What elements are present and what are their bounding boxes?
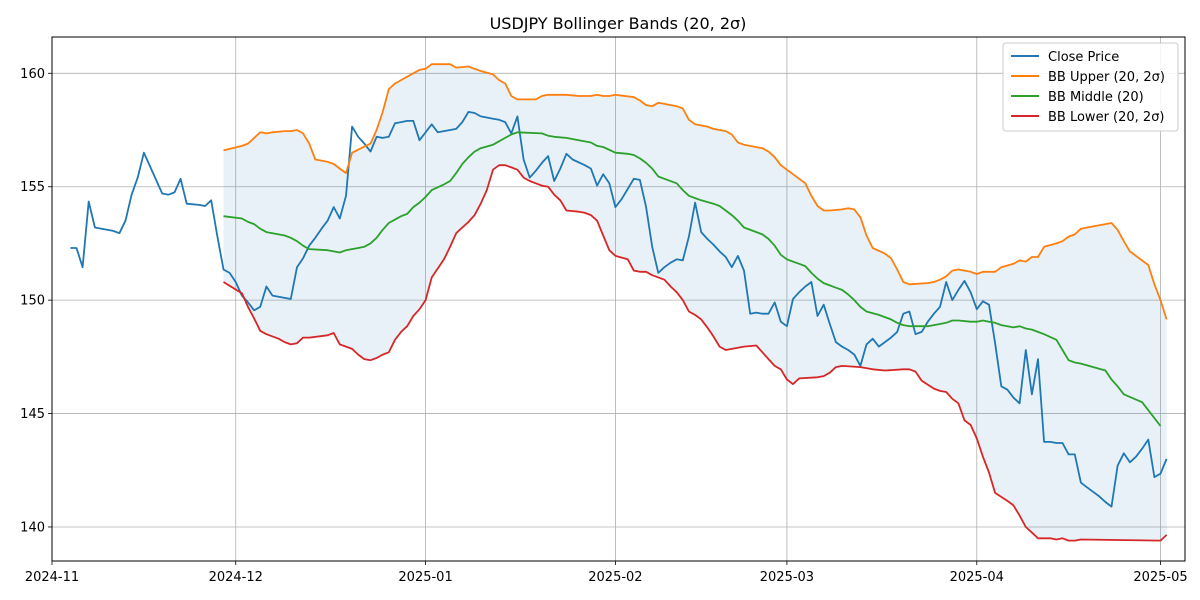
y-tick-label: 150 (20, 294, 45, 309)
bollinger-band-fill (223, 64, 1167, 541)
y-tick-label: 140 (20, 520, 45, 535)
legend-label: Close Price (1048, 50, 1119, 65)
series-line-bb-middle-20 (223, 131, 1162, 427)
plot-frame (51, 36, 1186, 562)
legend[interactable]: Close Price BB Upper (20, 2σ) BB Middle (2… (1002, 42, 1179, 132)
axis-ticks: 2024-11 2024-12 2025-01 2025-02 2025-03 2025-… (20, 67, 1187, 585)
legend-label: BB Middle (20) (1048, 90, 1144, 105)
series-line-bb-upper-20-2 (223, 63, 1168, 320)
x-tick-label: 2025-02 (588, 570, 642, 585)
x-tick-label: 2025-03 (760, 570, 814, 585)
x-tick-label: 2024-11 (25, 570, 79, 585)
y-tick-label: 145 (20, 407, 45, 422)
legend-label: BB Upper (20, 2σ) (1048, 70, 1165, 85)
series-lines (70, 63, 1168, 542)
y-tick-label: 155 (20, 180, 45, 195)
x-tick-label: 2025-01 (398, 570, 452, 585)
x-tick-label: 2024-12 (209, 570, 263, 585)
x-tick-label: 2025-04 (950, 570, 1004, 585)
y-tick-label: 160 (20, 67, 45, 82)
chart-title: USDJPY Bollinger Bands (20, 2σ) (490, 14, 747, 33)
legend-box (1002, 42, 1179, 132)
series-line-close-price (70, 111, 1168, 508)
x-tick-label: 2025-05 (1133, 570, 1187, 585)
legend-label: BB Lower (20, 2σ) (1048, 110, 1165, 125)
series-line-bb-lower-20-2 (223, 164, 1168, 542)
